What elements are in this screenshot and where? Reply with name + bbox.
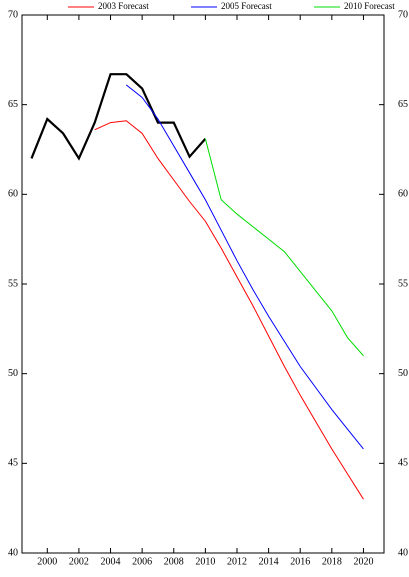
series-line (126, 84, 364, 450)
series-line (94, 120, 364, 500)
series-line (204, 138, 364, 357)
y-tick-label: 65 (8, 99, 18, 110)
x-tick-label: 2002 (69, 556, 89, 567)
x-tick-label: 2004 (101, 556, 121, 567)
y2-tick-label: 60 (398, 189, 408, 200)
y2-tick-label: 45 (398, 458, 408, 469)
y2-tick-label: 55 (398, 278, 408, 289)
legend-label: 2003 Forecast (98, 1, 149, 11)
x-tick-label: 2020 (353, 556, 373, 567)
y2-tick-label: 70 (398, 9, 408, 20)
y2-tick-label: 50 (398, 368, 408, 379)
y-tick-label: 70 (8, 9, 18, 20)
x-tick-label: 2008 (164, 556, 184, 567)
legend-label: 2010 Forecast (344, 1, 395, 11)
y-tick-label: 45 (8, 458, 18, 469)
x-tick-label: 2016 (290, 556, 310, 567)
y2-tick-label: 65 (398, 99, 408, 110)
x-tick-label: 2012 (227, 556, 247, 567)
y-tick-label: 55 (8, 278, 18, 289)
y-tick-label: 60 (8, 189, 18, 200)
x-tick-label: 2000 (37, 556, 57, 567)
legend-label: 2005 Forecast (221, 1, 272, 11)
x-tick-label: 2006 (132, 556, 152, 567)
x-tick-label: 2018 (322, 556, 342, 567)
x-tick-label: 2014 (259, 556, 279, 567)
y2-tick-label: 40 (398, 547, 408, 558)
y-tick-label: 50 (8, 368, 18, 379)
series-line (30, 73, 207, 161)
plot-frame (21, 14, 385, 554)
x-tick-label: 2010 (195, 556, 215, 567)
y-tick-label: 40 (8, 547, 18, 558)
